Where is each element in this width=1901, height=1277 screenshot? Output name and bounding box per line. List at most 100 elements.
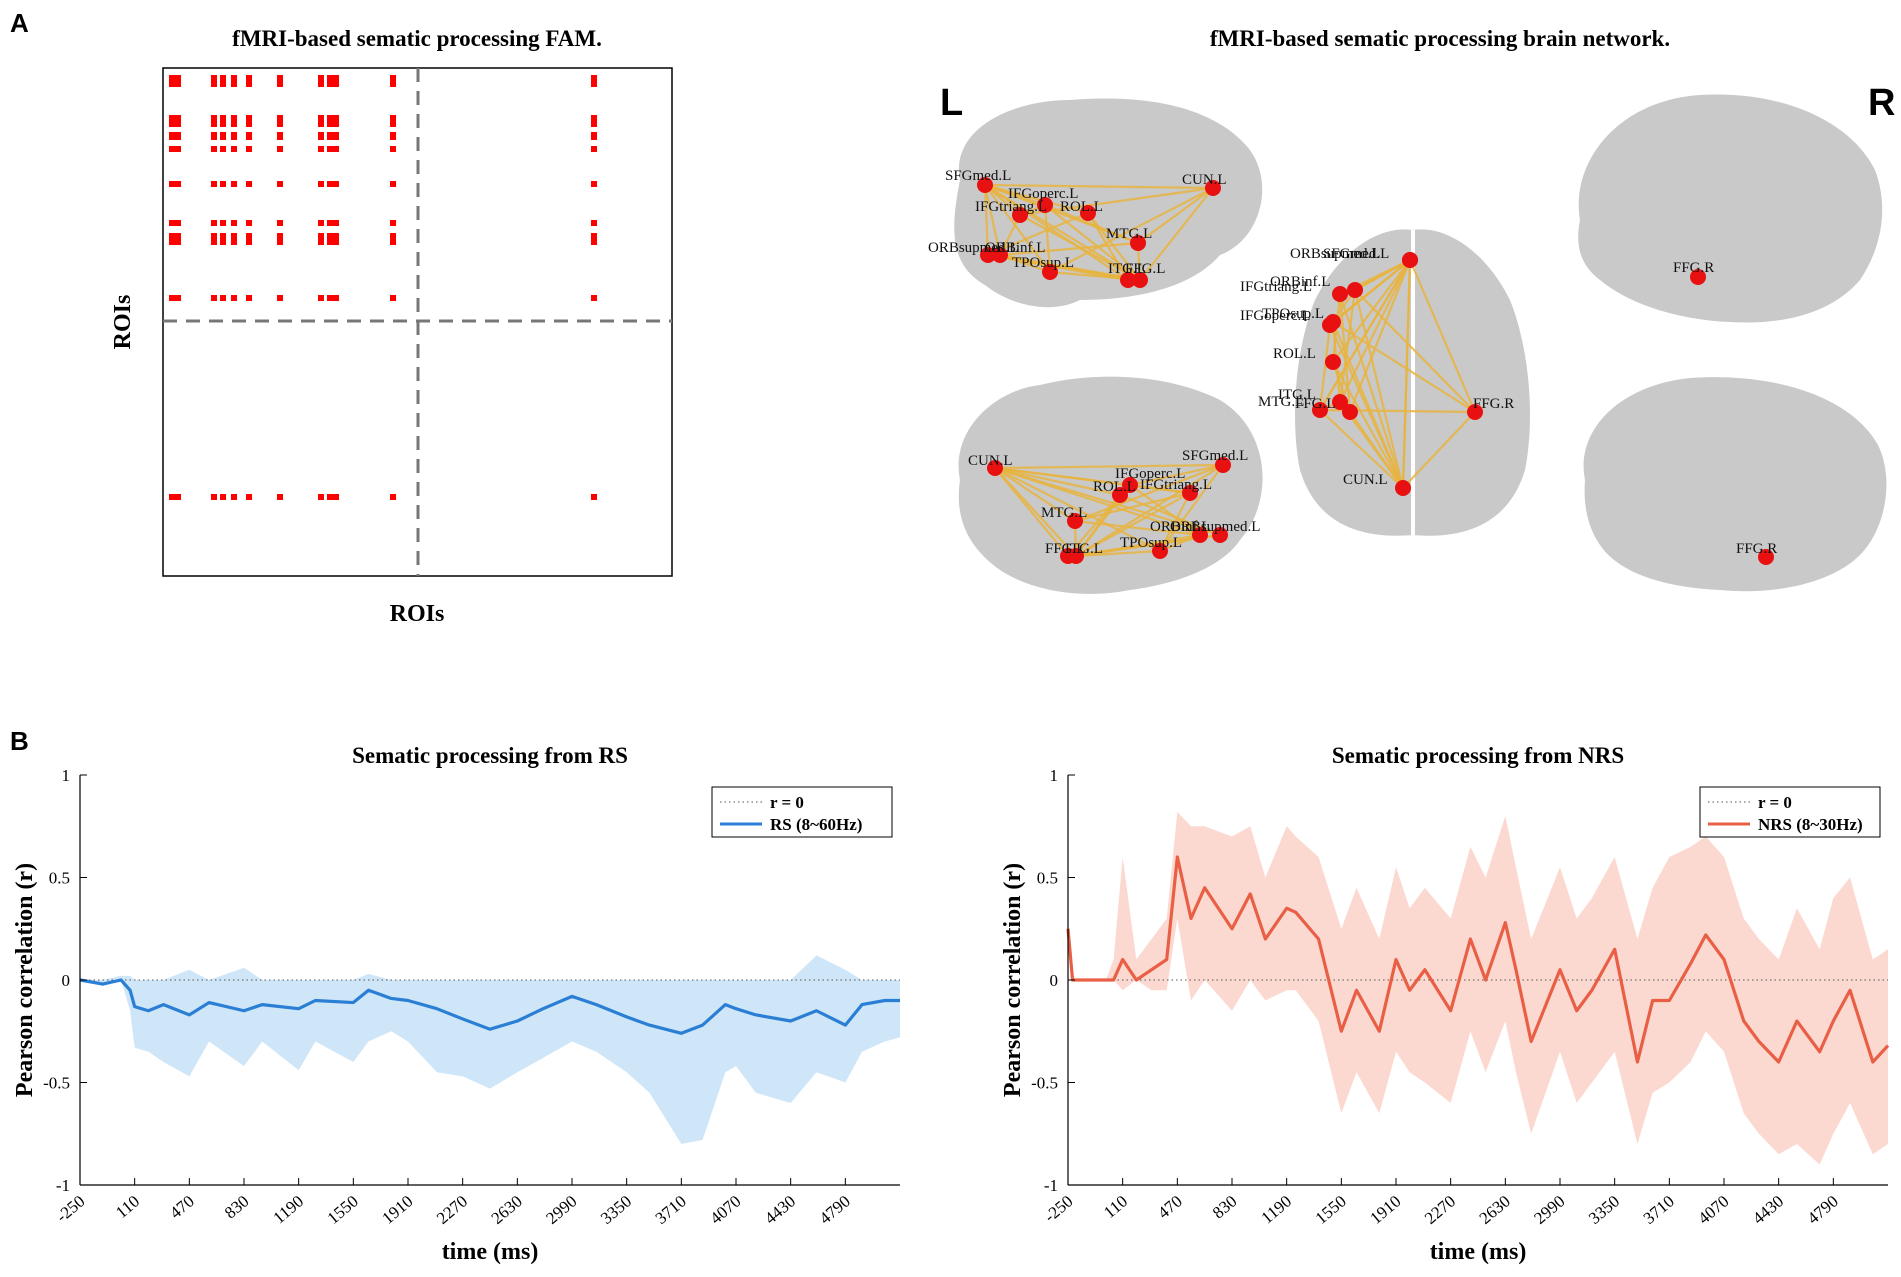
x-tick-label: 2270 (1421, 1192, 1459, 1228)
fam-cell (318, 75, 324, 87)
fam-cell (211, 494, 217, 500)
fam-cell (333, 75, 339, 87)
network-node (1067, 513, 1083, 529)
fam-cell (246, 237, 252, 245)
fam-cell (231, 237, 237, 245)
fam-cell (220, 115, 226, 127)
network-edge (983, 184, 990, 256)
network-edge (999, 253, 1141, 282)
x-tick-label: 1190 (1257, 1192, 1295, 1228)
fam-cell (277, 75, 283, 87)
network-edge (1074, 519, 1201, 537)
fam-cell (390, 494, 396, 500)
fam-cell (169, 115, 181, 127)
fam-cell (169, 494, 181, 500)
network-node (1347, 282, 1363, 298)
roi-label: TPOsup.L (1120, 535, 1182, 551)
network-node (1215, 457, 1231, 473)
network-edge (1087, 212, 1141, 281)
fam-cell (333, 237, 339, 245)
legend-entry: NRS (8~30Hz) (1758, 815, 1863, 834)
fam-cell (591, 115, 597, 127)
network-edge (987, 211, 1089, 257)
network-node (1312, 402, 1328, 418)
roi-label: FFG.L (1295, 396, 1335, 412)
fam-cell (220, 220, 226, 226)
network-edge (994, 463, 1224, 470)
fam-cells (169, 75, 597, 500)
fam-cell (277, 233, 283, 239)
roi-label: ITG.L (1108, 261, 1146, 277)
network-node (1120, 272, 1136, 288)
network-edge (1319, 409, 1404, 489)
roi-label: ROL.L (1093, 479, 1136, 495)
network-node (1152, 543, 1168, 559)
network-node (1332, 394, 1348, 410)
network-edge (1075, 492, 1191, 557)
fam-cell (246, 115, 252, 127)
network-edge (1338, 289, 1357, 403)
network-node (1130, 235, 1146, 251)
y-tick-label: -0.5 (43, 1074, 70, 1093)
fam-cell (333, 233, 339, 239)
fam-cell (390, 220, 396, 226)
fam-cell (277, 115, 283, 127)
network-edge (984, 184, 1141, 281)
fam-xlabel: ROIs (390, 601, 445, 627)
network-node (977, 177, 993, 193)
network-node (987, 460, 1003, 476)
chart-legend: r = 0 RS (8~60Hz) (711, 786, 893, 838)
x-tick-label: 3350 (597, 1192, 635, 1228)
fam-cell (246, 220, 252, 226)
fam-cell (333, 220, 339, 226)
y-tick-label: -1 (56, 1176, 70, 1195)
fam-cell (246, 75, 252, 87)
fam-cell (169, 237, 181, 245)
fam-cell (327, 494, 333, 500)
roi-label: ORBinf.L (985, 240, 1045, 256)
network-edge (1129, 463, 1224, 487)
fam-cell (220, 146, 226, 152)
fam-cell (231, 146, 237, 152)
network-edge (1139, 187, 1214, 281)
fam-cell (327, 295, 333, 301)
fam-cell (327, 181, 333, 187)
fam-cell (231, 295, 237, 301)
roi-label: IFGtriang.L (1240, 279, 1312, 295)
fam-ylabel: ROIs (110, 295, 136, 350)
fam-cell (246, 295, 252, 301)
roi-label: FFG.L (1125, 261, 1165, 277)
network-edge (1129, 484, 1201, 536)
fam-cell (231, 115, 237, 127)
roi-label: CUN.L (968, 453, 1013, 469)
roi-label: ORBsupmed.L (1290, 246, 1380, 262)
confidence-band (80, 955, 900, 1144)
fam-cell (220, 75, 226, 87)
roi-label: ORBinf.L (1270, 274, 1330, 290)
fam-cell (169, 75, 181, 87)
fam-cell (318, 494, 324, 500)
network-node (1690, 269, 1706, 285)
network-node (1325, 314, 1341, 330)
fam-cell (231, 494, 237, 500)
roi-label: ROL.L (1273, 346, 1316, 362)
fam-cell (591, 295, 597, 301)
fam-cell (246, 146, 252, 152)
x-tick-label: 830 (221, 1192, 253, 1223)
fam-cell (318, 237, 324, 245)
network-node (1182, 485, 1198, 501)
fam-cell (333, 132, 339, 140)
network-node (992, 247, 1008, 263)
fam-cell (211, 181, 217, 187)
fam-cell (318, 181, 324, 187)
fam-cell (277, 181, 283, 187)
network-edge (1349, 411, 1404, 489)
fam-cell (231, 233, 237, 239)
x-tick-label: -250 (1040, 1192, 1076, 1227)
fam-cell (169, 132, 181, 140)
x-tick-label: 1550 (324, 1192, 362, 1228)
network-edge (1074, 463, 1224, 523)
network-edge (999, 253, 1051, 274)
chart-title: Sematic processing from NRS (1332, 743, 1624, 768)
